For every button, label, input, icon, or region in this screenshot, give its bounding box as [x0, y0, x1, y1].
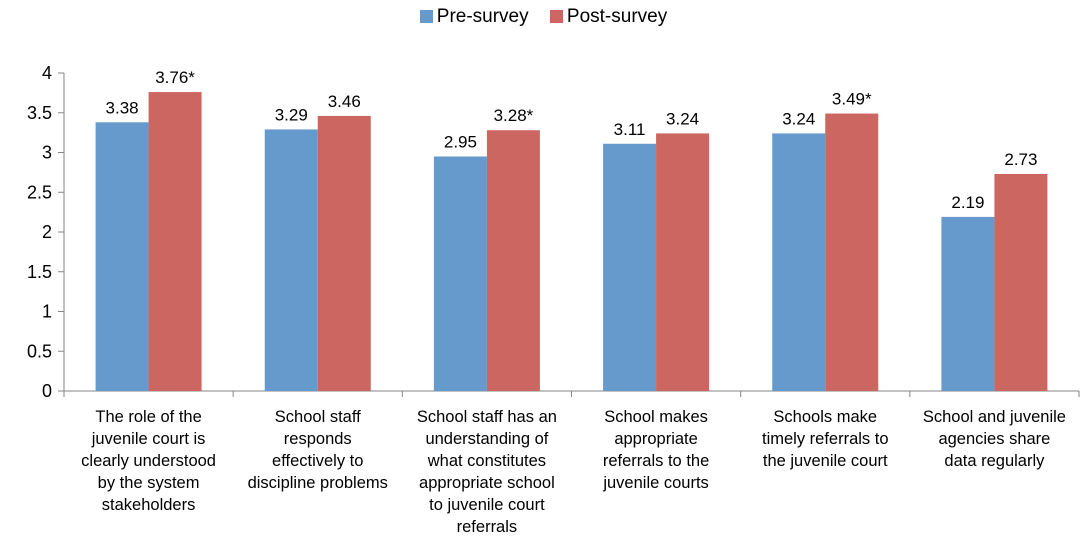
y-tick-label: 0: [42, 381, 52, 401]
x-category-label: School staff has an understanding of what …: [402, 406, 572, 538]
x-category-label-line: juvenile courts: [603, 474, 709, 492]
x-category-label-line: School and juvenile: [922, 408, 1066, 426]
x-category-label: The role of the juvenile court is clearly …: [64, 406, 234, 516]
x-category-label-line: stakeholders: [101, 496, 196, 514]
legend-swatch-pre: [419, 10, 433, 23]
y-tick-label: 2: [42, 222, 52, 242]
x-category-label-line: School makes: [604, 408, 708, 426]
y-tick-label: 3.5: [27, 103, 52, 123]
x-category-label-line: The role of the: [95, 408, 202, 426]
x-category-label-line: responds: [283, 430, 352, 448]
y-tick-label: 0.5: [27, 341, 52, 361]
bar-pre: [264, 129, 318, 391]
value-label-post: 3.24: [666, 109, 699, 128]
bar-post: [486, 130, 540, 392]
y-tick-label: 3: [42, 143, 52, 163]
x-category-label-line: referrals to the: [602, 452, 710, 470]
x-category-label-line: appropriate school: [419, 474, 555, 492]
bar-pre: [941, 216, 995, 391]
value-label-post: 3.49*: [832, 90, 872, 109]
bar-post: [656, 133, 710, 392]
value-label-post: 3.76*: [155, 68, 195, 87]
value-label-pre: 3.29: [275, 105, 308, 124]
x-category-label: School staff responds effectively to discip…: [233, 406, 403, 494]
bar-pre: [433, 156, 487, 391]
bar-pre: [772, 133, 826, 392]
y-tick-label: 2.5: [27, 182, 52, 202]
y-tick-label: 4: [42, 63, 52, 83]
x-category-label-line: Schools make: [773, 408, 878, 426]
x-category-label-line: School staff: [274, 408, 361, 426]
x-category-label-line: data regularly: [944, 452, 1045, 470]
x-category-label-line: timely referrals to: [761, 430, 889, 448]
x-category-label: School and juvenile agencies share data re…: [909, 406, 1079, 472]
value-label-post: 3.46: [328, 92, 361, 111]
legend-label-pre: Pre-survey: [436, 6, 529, 27]
bar-post: [825, 113, 879, 392]
legend-item-post: Post-survey: [549, 6, 668, 28]
value-label-post: 3.28*: [494, 106, 534, 125]
x-category-label-line: effectively to: [272, 452, 364, 470]
x-category-label-line: by the system: [97, 474, 200, 492]
bar-pre: [95, 122, 149, 391]
x-category-label-line: clearly understood: [81, 452, 216, 470]
x-category-label-line: the juvenile court: [762, 452, 888, 470]
x-category-label-line: what constitutes: [427, 452, 547, 470]
bar-pre: [603, 143, 657, 391]
x-category-label-line: juvenile court is: [91, 430, 206, 448]
y-tick-label: 1: [42, 302, 52, 322]
x-category-label-line: referrals: [456, 518, 518, 536]
chart-legend: Pre-survey Post-survey: [0, 6, 1087, 28]
x-category-label: School makes appropriate referrals to the j…: [571, 406, 741, 494]
x-category-label-line: discipline problems: [247, 474, 388, 492]
legend-item-pre: Pre-survey: [419, 6, 529, 28]
x-category-label-line: agencies share: [938, 430, 1051, 448]
x-category-label: Schools make timely referrals to the juven…: [740, 406, 910, 472]
x-category-label-line: understanding of: [425, 430, 549, 448]
x-category-label-line: appropriate: [614, 430, 698, 448]
value-label-pre: 3.38: [106, 98, 139, 117]
bar-post: [317, 115, 371, 392]
value-label-pre: 3.11: [614, 120, 646, 139]
bar-post: [994, 173, 1048, 391]
value-label-pre: 3.24: [782, 109, 815, 128]
legend-swatch-post: [549, 10, 563, 23]
value-label-pre: 2.95: [444, 132, 477, 151]
x-category-label-line: School staff has an: [416, 408, 557, 426]
legend-label-post: Post-survey: [566, 6, 668, 27]
value-label-post: 2.73: [1004, 150, 1037, 169]
y-tick-label: 1.5: [27, 262, 52, 282]
bar-post: [148, 92, 202, 391]
x-category-label-line: to juvenile court: [429, 496, 545, 514]
value-label-pre: 2.19: [951, 193, 984, 212]
